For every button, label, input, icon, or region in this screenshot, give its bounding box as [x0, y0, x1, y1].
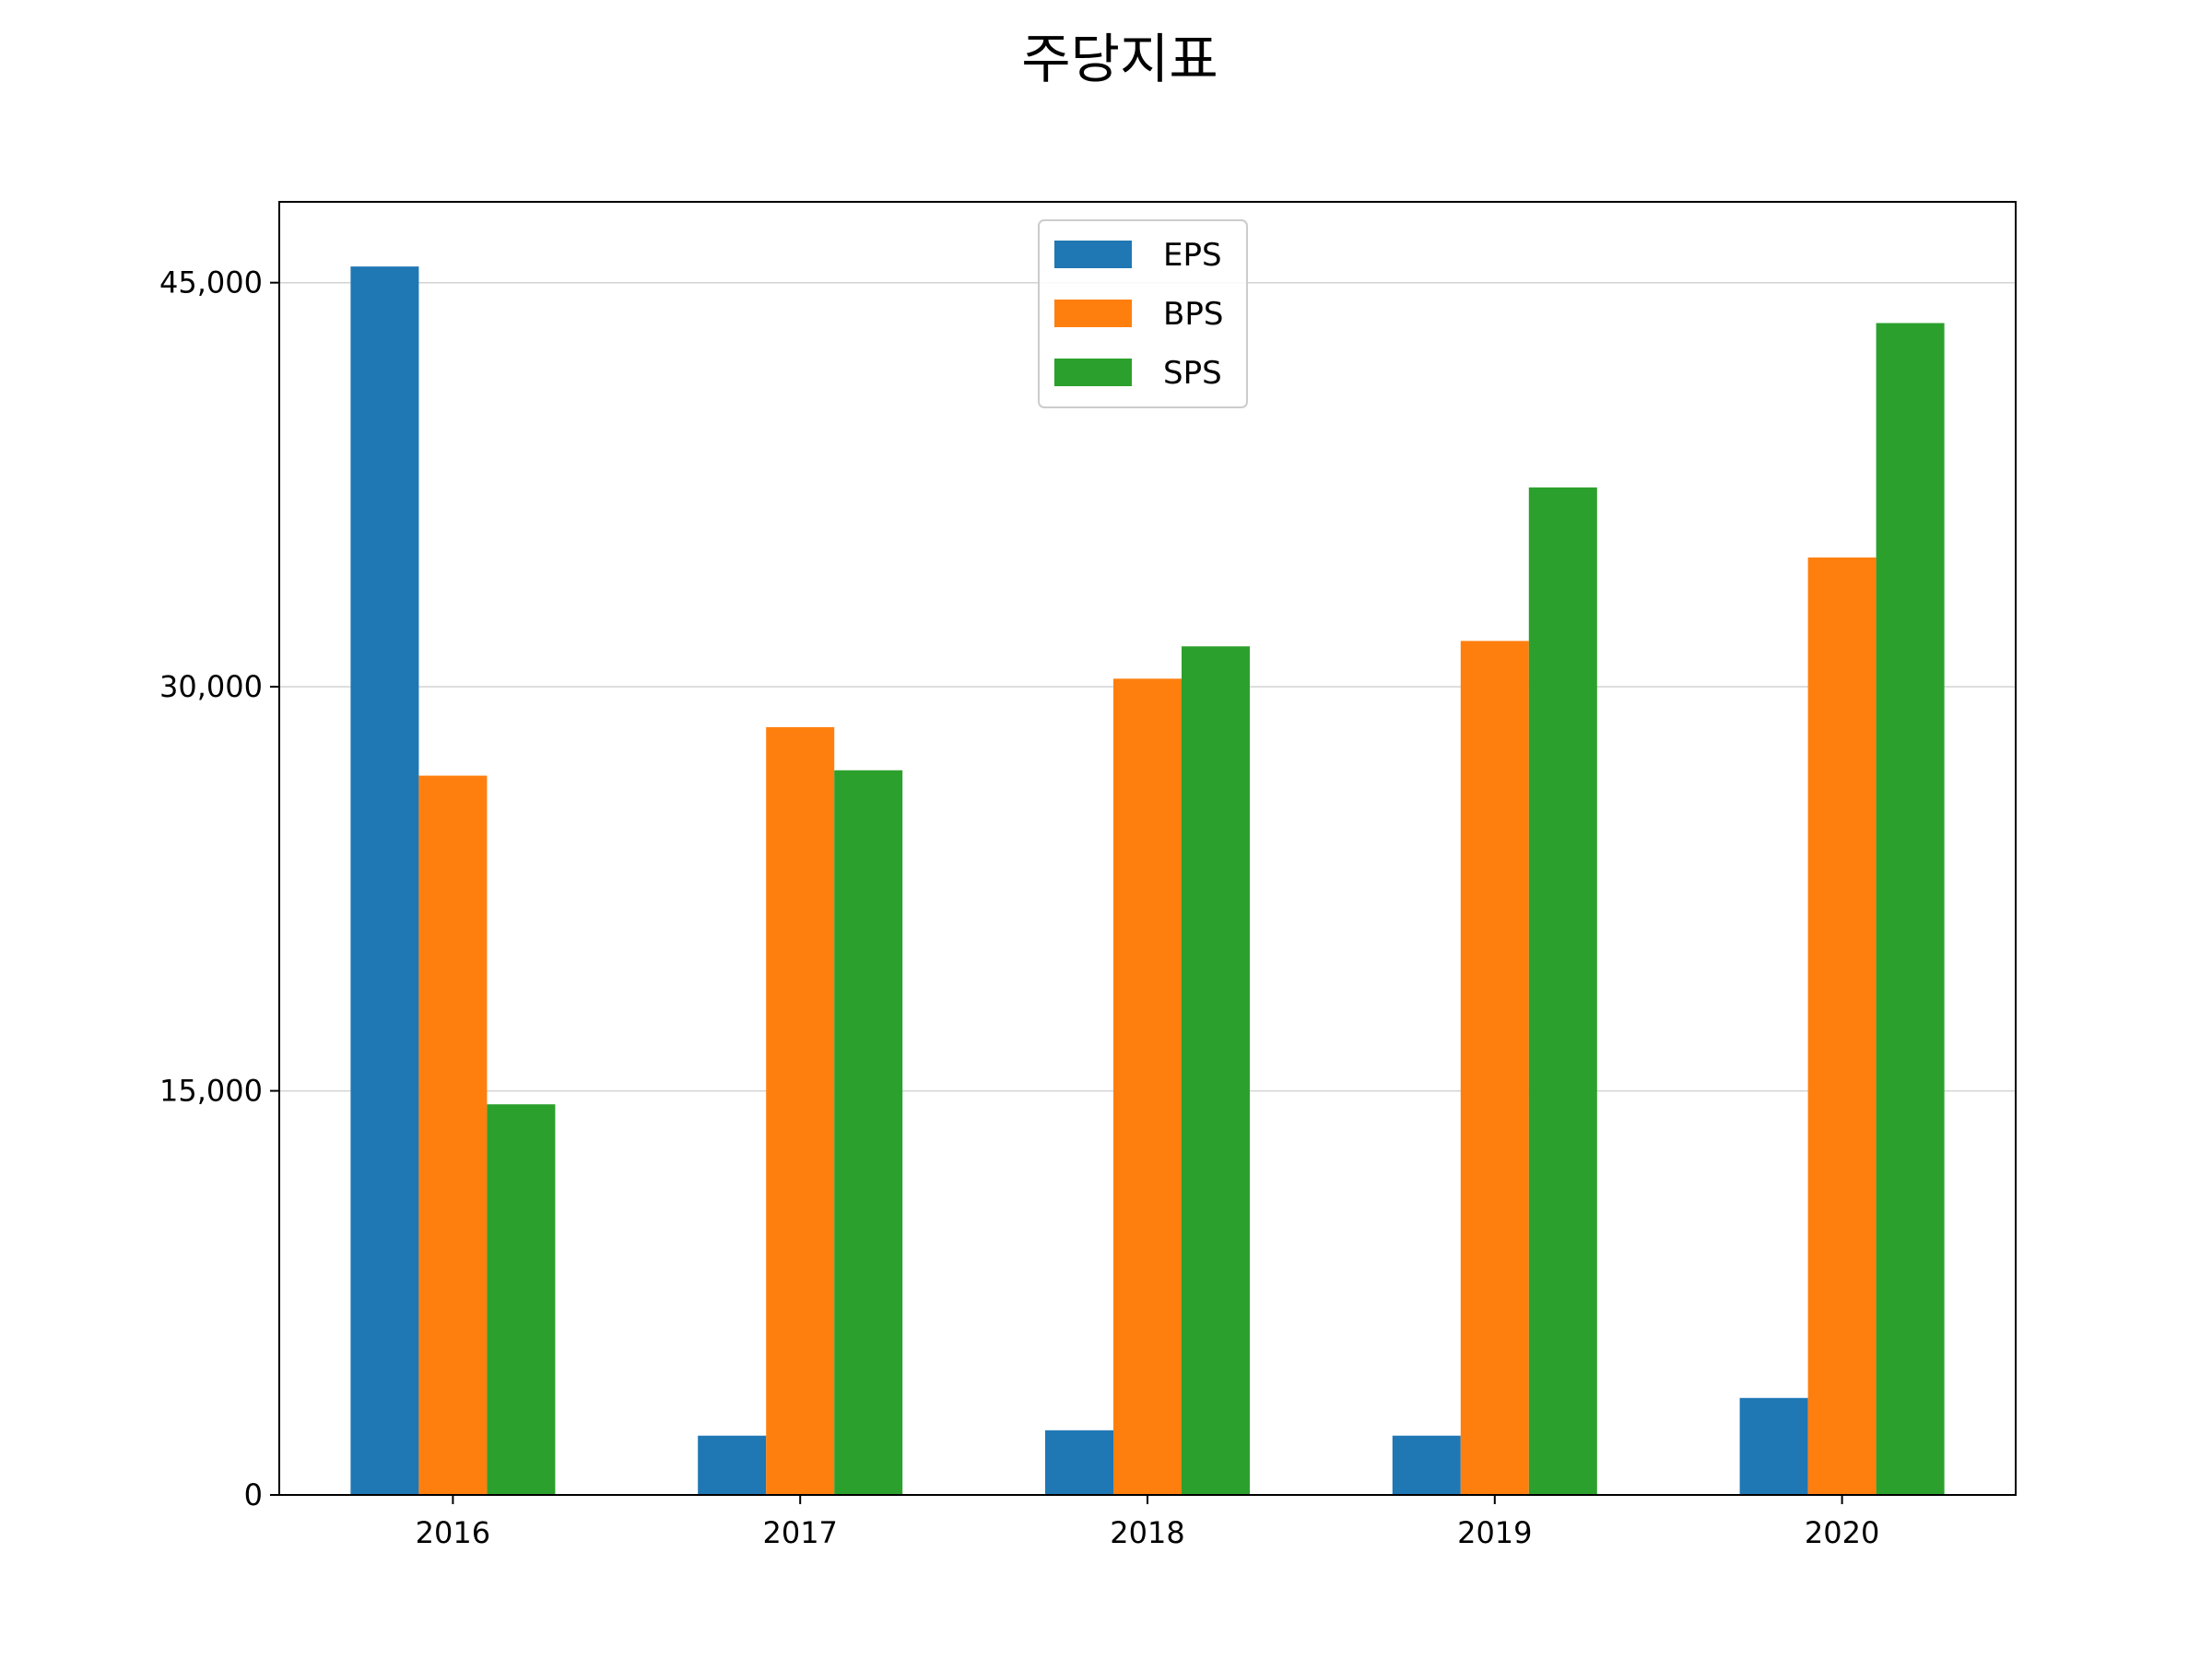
bar-eps-2016 [350, 266, 419, 1495]
bar-eps-2020 [1739, 1397, 1808, 1495]
bar-sps-2016 [487, 1104, 556, 1495]
y-axis: 0 15,000 30,000 45,000 [159, 265, 279, 1512]
legend-swatch-bps [1054, 300, 1132, 327]
x-axis: 2016 2017 2018 2019 2020 [416, 1495, 1879, 1550]
legend-label-sps: SPS [1163, 355, 1222, 392]
y-tick-label: 0 [244, 1477, 263, 1512]
bar-eps-2019 [1392, 1435, 1461, 1495]
bar-bps-2020 [1807, 557, 1877, 1495]
legend-label-eps: EPS [1163, 237, 1222, 274]
bar-bps-2017 [766, 726, 835, 1495]
legend-swatch-sps [1054, 359, 1132, 386]
bar-bps-2018 [1113, 678, 1182, 1495]
y-tick-label: 30,000 [159, 669, 263, 704]
x-tick-label: 2020 [1805, 1515, 1879, 1550]
chart-title: 주당지표 [1021, 28, 1218, 90]
legend-label-bps: BPS [1163, 296, 1223, 333]
bar-bps-2019 [1460, 641, 1529, 1495]
bar-sps-2018 [1182, 646, 1250, 1495]
bar-eps-2018 [1045, 1430, 1113, 1495]
bar-sps-2017 [834, 770, 903, 1495]
x-tick-label: 2019 [1457, 1515, 1532, 1550]
y-tick-label: 45,000 [159, 265, 263, 300]
bar-bps-2016 [418, 775, 488, 1495]
legend-swatch-eps [1054, 241, 1132, 268]
x-tick-label: 2017 [762, 1515, 837, 1550]
legend: EPS BPS SPS [1038, 219, 1248, 408]
series-bps [418, 557, 1877, 1495]
bar-eps-2017 [698, 1435, 767, 1495]
x-tick-label: 2018 [1110, 1515, 1184, 1550]
bars [350, 266, 1945, 1496]
y-tick-label: 15,000 [159, 1074, 263, 1109]
bar-sps-2020 [1876, 323, 1945, 1495]
series-eps [350, 266, 1808, 1495]
bar-sps-2019 [1528, 487, 1597, 1496]
series-sps [487, 323, 1945, 1496]
x-tick-label: 2016 [416, 1515, 490, 1550]
